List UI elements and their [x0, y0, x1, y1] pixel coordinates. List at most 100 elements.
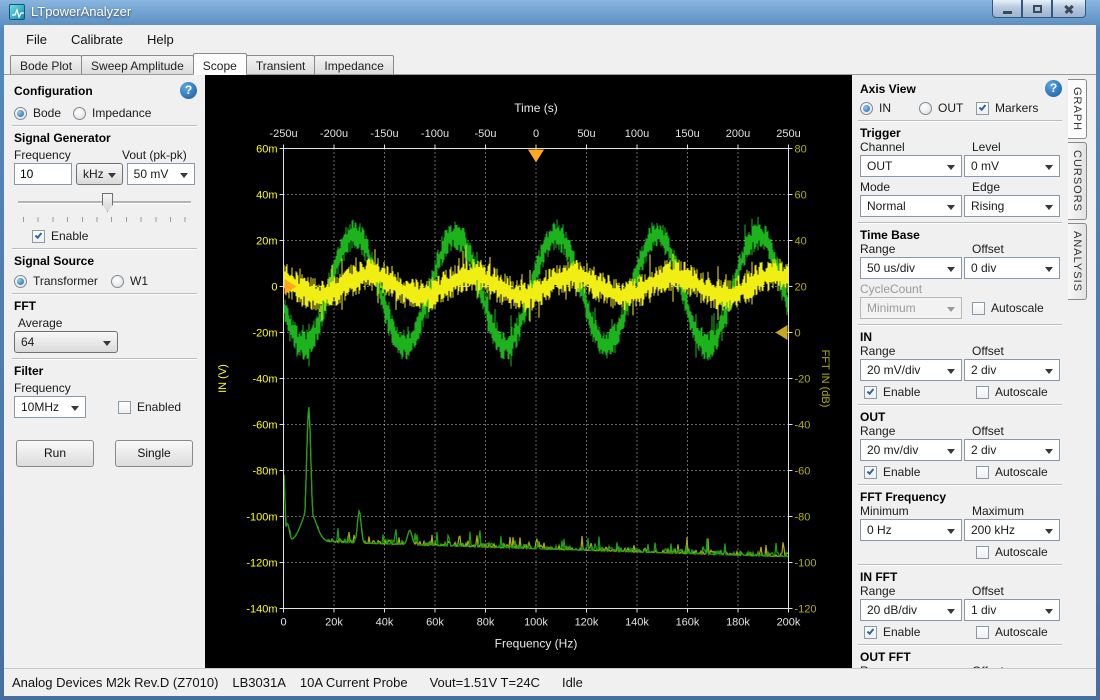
- side-tab-cursors[interactable]: CURSORS: [1068, 142, 1087, 221]
- markers-label: Markers: [995, 101, 1039, 115]
- close-icon: [1063, 3, 1075, 15]
- timebase-autoscale-label: Autoscale: [991, 301, 1044, 315]
- run-button[interactable]: Run: [16, 440, 94, 467]
- tab-transient[interactable]: Transient: [245, 55, 316, 74]
- side-tab-graph[interactable]: GRAPH: [1068, 79, 1087, 140]
- divider: [858, 404, 1062, 406]
- in-range-dropdown[interactable]: 20 mV/div: [860, 359, 962, 381]
- timebase-range-dropdown[interactable]: 50 us/div: [860, 257, 962, 279]
- filter-frequency-dropdown[interactable]: 10MHz: [14, 396, 86, 418]
- trigger-level-dropdown[interactable]: 0 mV: [964, 155, 1060, 177]
- out-offset-dropdown[interactable]: 2 div: [964, 439, 1060, 461]
- svg-text:80k: 80k: [477, 617, 495, 629]
- bode-radio[interactable]: [14, 106, 27, 120]
- frequency-input[interactable]: [14, 163, 72, 185]
- title-bar[interactable]: LTpowerAnalyzer: [0, 0, 1100, 25]
- frequency-unit-dropdown[interactable]: kHz: [76, 163, 123, 185]
- status-bar: Analog Devices M2k Rev.D (Z7010) LB3031A…: [4, 668, 1096, 696]
- side-tab-analysis[interactable]: ANALYSIS: [1068, 223, 1087, 301]
- infft-autoscale-checkbox[interactable]: [976, 625, 989, 639]
- infft-range-label: Range: [860, 584, 896, 598]
- trigger-channel-dropdown[interactable]: OUT: [860, 155, 962, 177]
- single-button[interactable]: Single: [115, 440, 193, 467]
- impedance-radio[interactable]: [73, 106, 87, 120]
- trigger-edge-dropdown[interactable]: Rising: [964, 195, 1060, 217]
- frequency-label: Frequency: [14, 148, 71, 162]
- slider-thumb[interactable]: [102, 193, 113, 212]
- trigger-mode-dropdown[interactable]: Normal: [860, 195, 962, 217]
- out-range-dropdown[interactable]: 20 mv/div: [860, 439, 962, 461]
- menu-file[interactable]: File: [26, 31, 47, 47]
- infft-offset-dropdown[interactable]: 1 div: [964, 599, 1060, 621]
- out-enable-label: Enable: [883, 465, 921, 479]
- slider-ticks: [23, 217, 190, 222]
- svg-text:-100m: -100m: [246, 512, 277, 524]
- svg-text:0: 0: [280, 617, 286, 629]
- svg-text:20: 20: [795, 282, 807, 294]
- svg-text:-120: -120: [795, 604, 817, 616]
- in-enable-label: Enable: [883, 385, 921, 399]
- filter-enabled-label: Enabled: [137, 400, 182, 414]
- menu-bar: File Calibrate Help: [4, 25, 1096, 53]
- out-range-label: Range: [860, 424, 896, 438]
- help-icon[interactable]: ?: [1045, 80, 1062, 97]
- out-enable-checkbox[interactable]: [864, 465, 877, 479]
- infft-range-dropdown[interactable]: 20 dB/div: [860, 599, 962, 621]
- fftfreq-autoscale-checkbox[interactable]: [976, 545, 989, 559]
- out-autoscale-checkbox[interactable]: [976, 465, 989, 479]
- signal-generator-title: Signal Generator: [14, 131, 111, 145]
- vout-dropdown[interactable]: 50 mV: [126, 163, 195, 185]
- tab-bode-plot[interactable]: Bode Plot: [10, 55, 83, 74]
- axis-in-radio[interactable]: [860, 101, 873, 115]
- in-range-label: Range: [860, 344, 896, 358]
- bode-radio-label: Bode: [33, 106, 62, 120]
- close-button[interactable]: [1052, 0, 1086, 18]
- timebase-autoscale-checkbox[interactable]: [972, 301, 985, 315]
- status-device: Analog Devices M2k Rev.D (Z7010): [12, 675, 219, 690]
- divider: [858, 644, 1062, 646]
- tab-sweep-amplitude[interactable]: Sweep Amplitude: [81, 55, 194, 74]
- tab-scope[interactable]: Scope: [192, 53, 247, 75]
- fft-maximum-dropdown[interactable]: 200 kHz: [964, 519, 1060, 541]
- average-dropdown[interactable]: 64: [14, 331, 118, 353]
- svg-text:-250u: -250u: [269, 128, 297, 140]
- svg-text:20m: 20m: [256, 236, 277, 248]
- left-panel: Configuration ? Bode Impedance Signal Ge…: [4, 75, 205, 668]
- divider: [12, 358, 197, 360]
- maximize-button[interactable]: [1022, 0, 1052, 18]
- status-vout-temp: Vout=1.51V T=24C: [429, 675, 540, 690]
- axis-out-radio[interactable]: [919, 101, 932, 115]
- fft-title: FFT: [14, 299, 36, 313]
- transformer-radio[interactable]: [14, 274, 27, 288]
- in-enable-checkbox[interactable]: [864, 385, 877, 399]
- in-autoscale-checkbox[interactable]: [976, 385, 989, 399]
- scope-plot-area[interactable]: Time (s) -250u -200u -150u -100u -50u 0 50u 100u…: [205, 75, 852, 668]
- menu-help[interactable]: Help: [146, 31, 174, 47]
- fft-minimum-dropdown[interactable]: 0 Hz: [860, 519, 962, 541]
- svg-text:200k: 200k: [777, 617, 801, 629]
- help-icon[interactable]: ?: [180, 82, 197, 99]
- svg-text:20k: 20k: [325, 617, 343, 629]
- markers-checkbox[interactable]: [976, 101, 989, 115]
- tab-impedance[interactable]: Impedance: [314, 55, 394, 74]
- infft-enable-checkbox[interactable]: [864, 625, 877, 639]
- filter-frequency-label: Frequency: [14, 381, 71, 395]
- svg-text:-50u: -50u: [474, 128, 496, 140]
- time-base-title: Time Base: [860, 228, 920, 242]
- window-title: LTpowerAnalyzer: [31, 4, 132, 19]
- enable-checkbox[interactable]: [32, 229, 45, 243]
- fft-minimum-label: Minimum: [860, 504, 909, 518]
- status-board: LB3031A: [232, 675, 286, 690]
- menu-calibrate[interactable]: Calibrate: [70, 31, 123, 47]
- svg-text:40m: 40m: [256, 190, 277, 202]
- timebase-offset-dropdown[interactable]: 0 div: [964, 257, 1060, 279]
- svg-text:60k: 60k: [426, 617, 444, 629]
- infft-autoscale-label: Autoscale: [995, 625, 1048, 639]
- svg-text:-40: -40: [795, 420, 811, 432]
- w1-radio[interactable]: [111, 274, 124, 288]
- in-offset-dropdown[interactable]: 2 div: [964, 359, 1060, 381]
- minimize-button[interactable]: [992, 0, 1022, 18]
- svg-text:-40m: -40m: [252, 374, 277, 386]
- svg-text:100u: 100u: [625, 128, 649, 140]
- filter-enabled-checkbox[interactable]: [118, 400, 131, 414]
